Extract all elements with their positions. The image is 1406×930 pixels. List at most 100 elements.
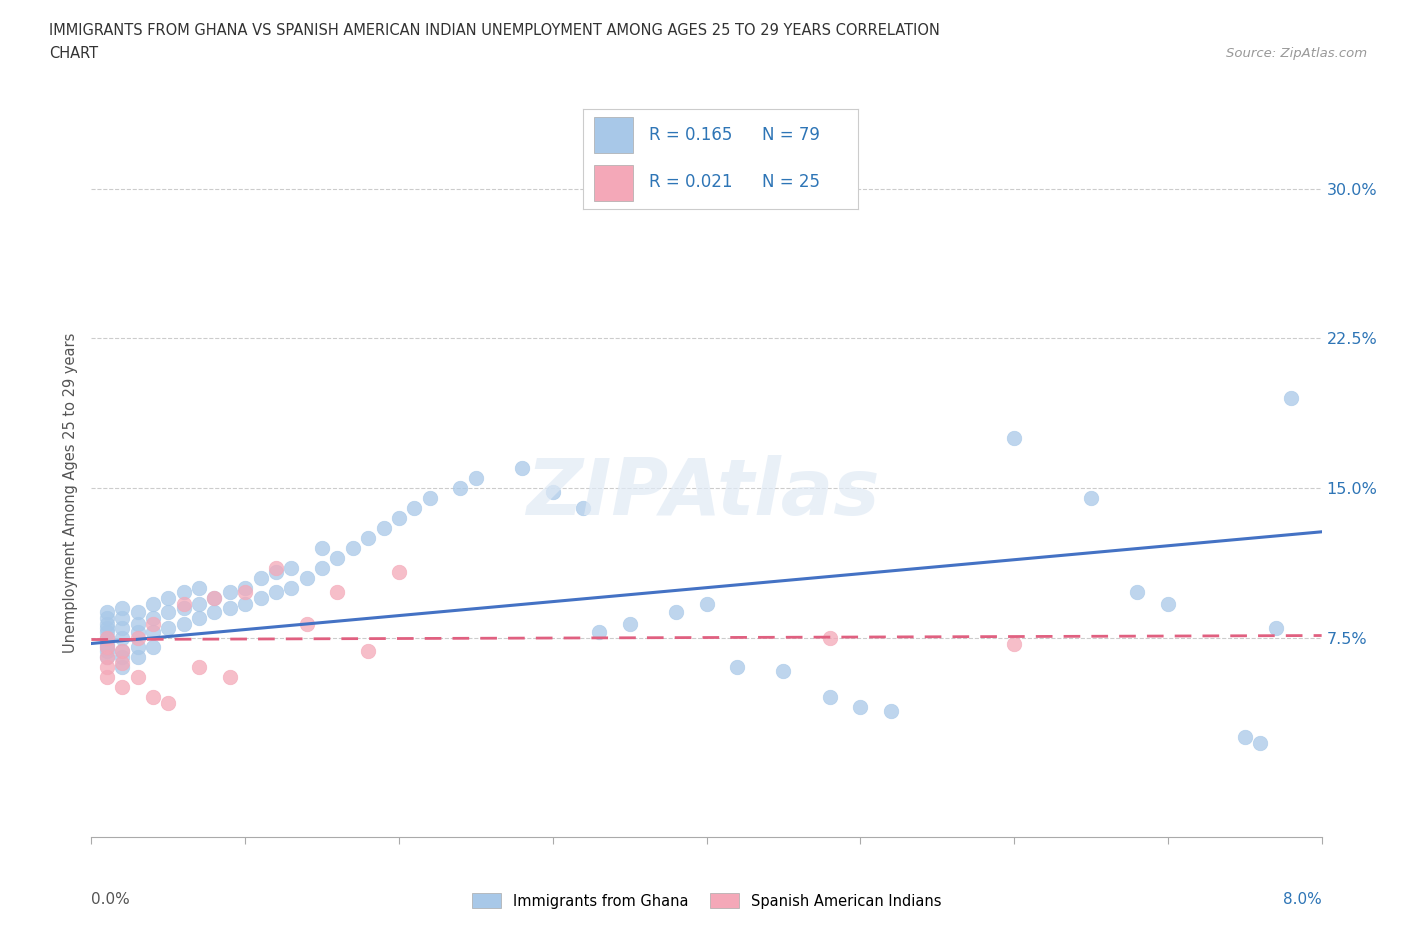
Point [326, 584, 349, 599]
Point [342, 540, 364, 555]
Point [142, 616, 165, 631]
Text: ZIPAtlas: ZIPAtlas [526, 455, 880, 531]
Point [249, 570, 271, 585]
Point [1126, 584, 1149, 599]
Point [157, 604, 180, 619]
Point [1249, 736, 1271, 751]
Point [127, 616, 149, 631]
Point [264, 560, 287, 575]
Point [1002, 431, 1025, 445]
Point [1157, 596, 1180, 611]
Point [96, 640, 118, 655]
Point [295, 570, 318, 585]
Point [695, 596, 717, 611]
Point [388, 511, 411, 525]
Point [111, 644, 134, 659]
Point [357, 530, 380, 545]
Point [388, 565, 411, 579]
Point [111, 680, 134, 695]
Point [280, 560, 302, 575]
Point [96, 650, 118, 665]
Point [96, 620, 118, 635]
Point [326, 551, 349, 565]
Point [173, 600, 195, 615]
Point [96, 636, 118, 651]
Text: N = 25: N = 25 [762, 173, 820, 192]
Point [127, 670, 149, 684]
Point [202, 591, 225, 605]
Point [188, 660, 211, 675]
Point [142, 624, 165, 639]
Point [588, 624, 610, 639]
FancyBboxPatch shape [595, 165, 633, 201]
Point [264, 584, 287, 599]
Point [96, 631, 118, 645]
Point [96, 650, 118, 665]
Text: 8.0%: 8.0% [1282, 892, 1322, 907]
Point [157, 620, 180, 635]
Point [202, 604, 225, 619]
Text: IMMIGRANTS FROM GHANA VS SPANISH AMERICAN INDIAN UNEMPLOYMENT AMONG AGES 25 TO 2: IMMIGRANTS FROM GHANA VS SPANISH AMERICA… [49, 23, 941, 38]
Point [188, 610, 211, 625]
Point [202, 591, 225, 605]
Point [311, 560, 333, 575]
Point [464, 471, 486, 485]
Point [96, 604, 118, 619]
Point [218, 670, 240, 684]
Point [725, 660, 748, 675]
Legend: Immigrants from Ghana, Spanish American Indians: Immigrants from Ghana, Spanish American … [472, 894, 941, 909]
Point [1002, 636, 1025, 651]
Point [96, 644, 118, 659]
Text: Source: ZipAtlas.com: Source: ZipAtlas.com [1226, 46, 1367, 60]
Point [1264, 620, 1286, 635]
Point [142, 640, 165, 655]
Point [510, 460, 533, 475]
Text: CHART: CHART [49, 46, 98, 61]
Point [142, 690, 165, 705]
Y-axis label: Unemployment Among Ages 25 to 29 years: Unemployment Among Ages 25 to 29 years [62, 333, 77, 653]
Point [849, 700, 872, 715]
Point [449, 481, 471, 496]
Point [1279, 391, 1302, 405]
Point [665, 604, 688, 619]
Point [96, 616, 118, 631]
Point [127, 650, 149, 665]
Point [188, 596, 211, 611]
Point [249, 591, 271, 605]
Point [173, 596, 195, 611]
Point [142, 610, 165, 625]
Point [111, 620, 134, 635]
Point [111, 644, 134, 659]
Point [157, 696, 180, 711]
Point [111, 600, 134, 615]
Point [373, 521, 395, 536]
Point [572, 500, 595, 515]
Point [111, 610, 134, 625]
Point [111, 631, 134, 645]
Point [96, 640, 118, 655]
Point [1233, 730, 1256, 745]
Point [419, 490, 441, 505]
Point [233, 584, 256, 599]
Point [357, 644, 380, 659]
Point [541, 485, 564, 499]
Point [233, 580, 256, 595]
Point [772, 664, 794, 679]
Point [127, 604, 149, 619]
Text: N = 79: N = 79 [762, 126, 820, 144]
Point [127, 640, 149, 655]
Point [880, 704, 903, 719]
Point [818, 631, 841, 645]
Point [818, 690, 841, 705]
Point [96, 670, 118, 684]
Point [295, 616, 318, 631]
Text: R = 0.021: R = 0.021 [650, 173, 733, 192]
Point [157, 591, 180, 605]
Point [111, 656, 134, 671]
Point [404, 500, 426, 515]
Point [127, 631, 149, 645]
Point [173, 616, 195, 631]
Point [142, 596, 165, 611]
Point [96, 660, 118, 675]
Point [311, 540, 333, 555]
